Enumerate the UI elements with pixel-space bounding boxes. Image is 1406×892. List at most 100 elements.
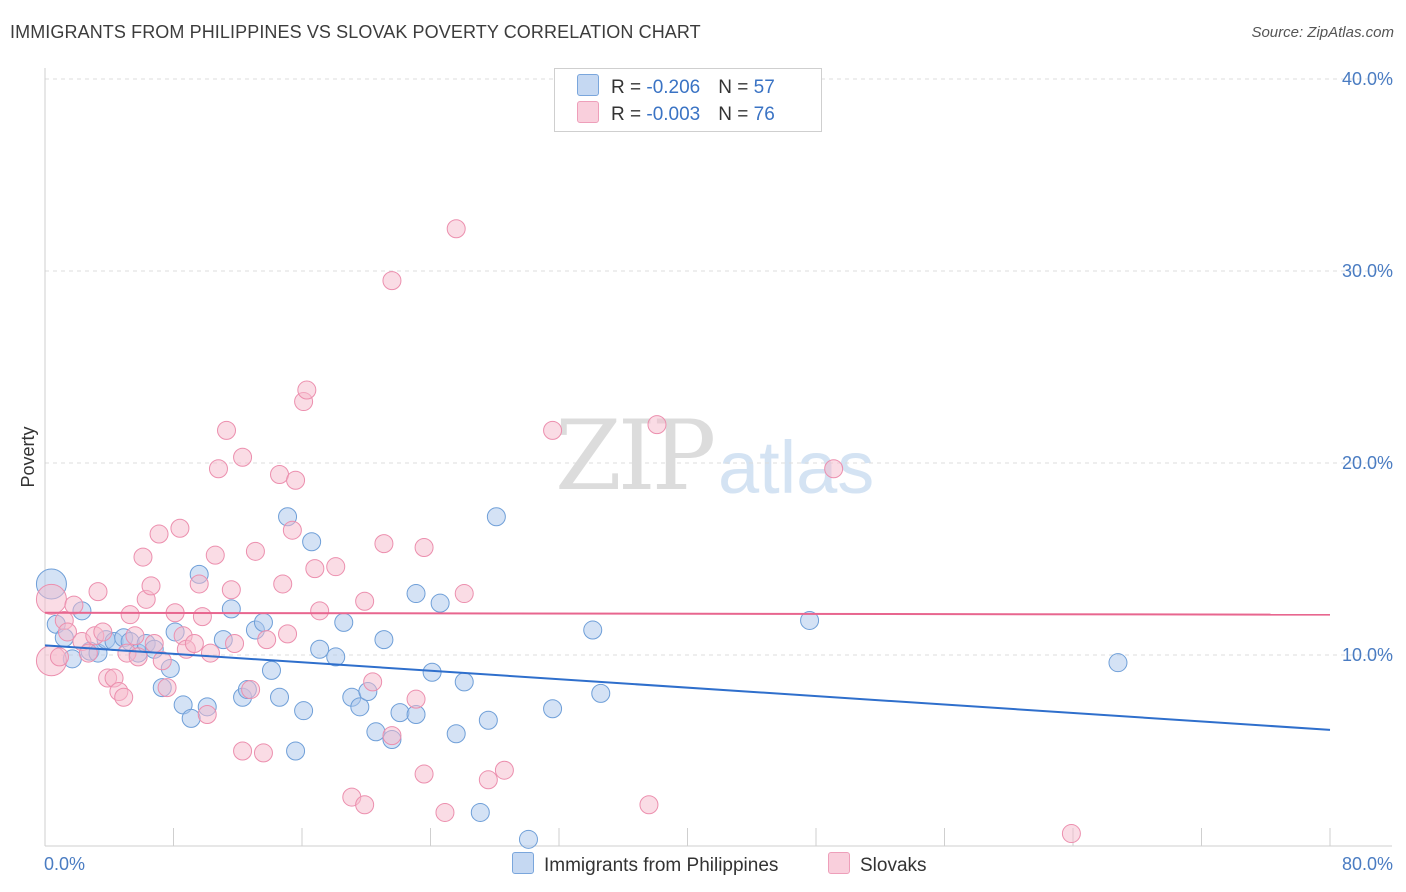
bottom-legend-swatch-blue	[512, 852, 534, 874]
point-philippines	[470, 802, 490, 822]
legend-row-philippines: R = -0.206 N = 57	[577, 74, 775, 98]
point-slovaks	[270, 465, 290, 485]
legend-r-value-slovaks: -0.003	[646, 104, 701, 125]
point-slovaks	[170, 518, 190, 538]
point-slovaks	[278, 624, 298, 644]
point-slovaks	[189, 574, 209, 594]
bottom-legend-swatch-pink	[828, 852, 850, 874]
point-slovaks	[257, 630, 277, 650]
bottom-legend-label-slovaks: Slovaks	[860, 855, 927, 876]
point-philippines	[1108, 653, 1128, 673]
point-slovaks	[382, 726, 402, 746]
point-philippines	[261, 660, 281, 680]
y-axis-label: Poverty	[18, 426, 38, 487]
point-slovaks	[114, 687, 134, 707]
point-philippines	[326, 647, 346, 667]
point-philippines	[302, 532, 322, 552]
point-slovaks	[494, 760, 514, 780]
point-slovaks	[225, 633, 245, 653]
watermark-zip: ZIP	[555, 400, 716, 512]
point-slovaks	[152, 651, 172, 671]
source-label: Source: ZipAtlas.com	[1251, 24, 1394, 41]
bottom-legend-philippines[interactable]: Immigrants from Philippines	[512, 852, 778, 877]
point-slovaks	[233, 447, 253, 467]
point-philippines	[518, 829, 538, 849]
legend-swatch-blue	[577, 74, 599, 96]
point-slovaks	[133, 547, 153, 567]
point-slovaks	[454, 584, 474, 604]
point-philippines	[221, 599, 241, 619]
point-slovaks	[647, 415, 667, 435]
point-slovaks	[355, 795, 375, 815]
point-slovaks	[414, 764, 434, 784]
point-philippines	[270, 687, 290, 707]
grid-lines	[45, 78, 1392, 656]
point-philippines	[430, 593, 450, 613]
chart-title: IMMIGRANTS FROM PHILIPPINES VS SLOVAK PO…	[10, 22, 701, 42]
legend-n-value-slovaks: 76	[753, 104, 775, 125]
point-slovaks	[35, 583, 67, 615]
point-slovaks	[245, 541, 265, 561]
legend-r-label: R =	[611, 104, 647, 125]
point-philippines	[310, 639, 330, 659]
legend-n-label: N =	[718, 104, 754, 125]
point-slovaks	[93, 622, 113, 642]
point-slovaks	[363, 672, 383, 692]
point-slovaks	[286, 470, 306, 490]
point-philippines	[390, 703, 410, 723]
point-philippines	[800, 610, 820, 630]
trend-lines	[44, 611, 1331, 731]
bottom-legend-label-philippines: Immigrants from Philippines	[544, 855, 779, 876]
legend-row-slovaks: R = -0.003 N = 76	[577, 101, 775, 125]
point-slovaks	[120, 605, 140, 625]
point-philippines	[366, 722, 386, 742]
point-slovaks	[157, 678, 177, 698]
y-tick-label: 10.0%	[1342, 645, 1393, 665]
point-philippines	[286, 741, 306, 761]
point-philippines	[478, 710, 498, 730]
point-slovaks	[543, 420, 563, 440]
point-philippines	[350, 697, 370, 717]
point-slovaks	[241, 680, 261, 700]
legend-n-label: N =	[718, 77, 754, 98]
point-philippines	[591, 683, 611, 703]
x-tick-label: 0.0%	[44, 854, 85, 874]
point-slovaks	[57, 622, 77, 642]
point-slovaks	[217, 420, 237, 440]
point-slovaks	[374, 534, 394, 554]
axes	[44, 68, 1392, 847]
point-philippines	[181, 708, 201, 728]
point-philippines	[486, 507, 506, 527]
point-slovaks	[144, 633, 164, 653]
point-slovaks	[639, 795, 659, 815]
point-slovaks	[282, 520, 302, 540]
point-slovaks	[200, 643, 220, 663]
point-philippines	[374, 630, 394, 650]
point-philippines	[583, 620, 603, 640]
point-slovaks	[446, 219, 466, 239]
x-tick-label: 80.0%	[1342, 854, 1393, 874]
y-tick-label: 40.0%	[1342, 69, 1393, 89]
point-philippines	[294, 701, 314, 721]
trend-line-slovaks	[44, 611, 1331, 616]
point-slovaks	[233, 741, 253, 761]
point-slovaks	[310, 601, 330, 621]
point-slovaks	[273, 574, 293, 594]
point-slovaks	[253, 743, 273, 763]
point-slovaks	[149, 524, 169, 544]
point-slovaks	[824, 459, 844, 479]
point-slovaks	[355, 591, 375, 611]
point-slovaks	[414, 537, 434, 557]
watermark-atlas: atlas	[718, 426, 875, 509]
point-slovaks	[406, 689, 426, 709]
bottom-legend-slovaks[interactable]: Slovaks	[828, 852, 927, 877]
point-philippines	[454, 672, 474, 692]
point-slovaks	[125, 626, 145, 646]
y-tick-label: 20.0%	[1342, 453, 1393, 473]
point-slovaks	[208, 459, 228, 479]
point-slovaks	[88, 582, 108, 602]
point-slovaks	[192, 607, 212, 627]
legend-swatch-pink	[577, 101, 599, 123]
point-slovaks	[141, 576, 161, 596]
